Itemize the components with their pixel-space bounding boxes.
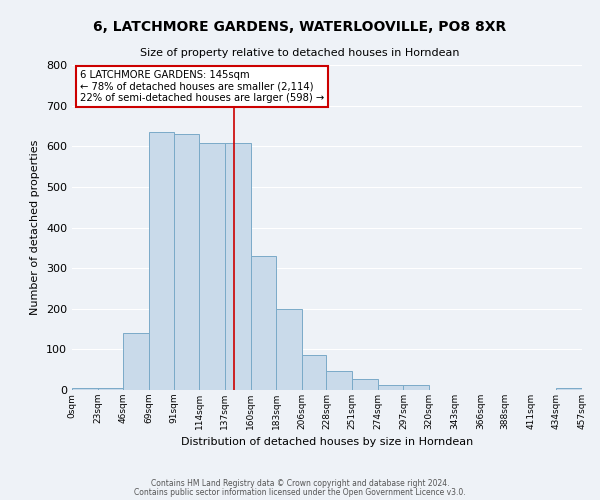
Bar: [378, 385, 403, 390]
X-axis label: Distribution of detached houses by size in Horndean: Distribution of detached houses by size …: [181, 438, 473, 448]
Bar: [72, 388, 98, 390]
Bar: [276, 308, 302, 390]
Bar: [149, 132, 173, 390]
Bar: [326, 370, 352, 390]
Bar: [556, 388, 582, 390]
Bar: [251, 256, 276, 390]
Bar: [173, 134, 199, 390]
Bar: [302, 356, 326, 390]
Bar: [98, 388, 124, 390]
Bar: [225, 143, 251, 390]
Bar: [403, 385, 429, 390]
Text: 6 LATCHMORE GARDENS: 145sqm
← 78% of detached houses are smaller (2,114)
22% of : 6 LATCHMORE GARDENS: 145sqm ← 78% of det…: [80, 70, 324, 103]
Y-axis label: Number of detached properties: Number of detached properties: [31, 140, 40, 315]
Bar: [199, 143, 225, 390]
Bar: [352, 378, 378, 390]
Text: 6, LATCHMORE GARDENS, WATERLOOVILLE, PO8 8XR: 6, LATCHMORE GARDENS, WATERLOOVILLE, PO8…: [94, 20, 506, 34]
Bar: [124, 333, 149, 390]
Text: Contains public sector information licensed under the Open Government Licence v3: Contains public sector information licen…: [134, 488, 466, 497]
Text: Contains HM Land Registry data © Crown copyright and database right 2024.: Contains HM Land Registry data © Crown c…: [151, 479, 449, 488]
Text: Size of property relative to detached houses in Horndean: Size of property relative to detached ho…: [140, 48, 460, 58]
